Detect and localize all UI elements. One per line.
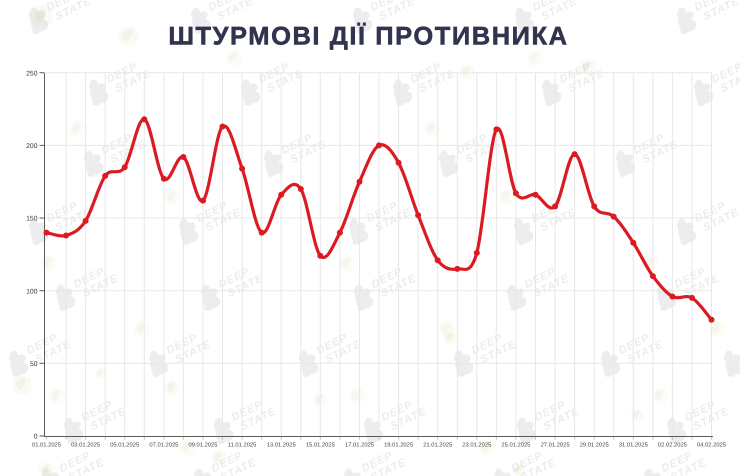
svg-text:01.01.2025: 01.01.2025 — [32, 442, 61, 449]
svg-text:200: 200 — [26, 143, 38, 150]
svg-text:23.01.2025: 23.01.2025 — [462, 442, 491, 449]
svg-text:21.01.2025: 21.01.2025 — [423, 442, 452, 449]
svg-text:04.02.2025: 04.02.2025 — [697, 442, 726, 449]
svg-text:09.01.2025: 09.01.2025 — [188, 442, 217, 449]
svg-text:25.01.2025: 25.01.2025 — [501, 442, 530, 449]
svg-text:05.01.2025: 05.01.2025 — [110, 442, 139, 449]
svg-text:250: 250 — [26, 70, 38, 77]
svg-text:27.01.2025: 27.01.2025 — [541, 442, 570, 449]
svg-text:07.01.2025: 07.01.2025 — [149, 442, 178, 449]
svg-text:31.01.2025: 31.01.2025 — [619, 442, 648, 449]
svg-text:ШТУРМОВІ ДІЇ ПРОТИВНИКА: ШТУРМОВІ ДІЇ ПРОТИВНИКА — [168, 23, 568, 51]
svg-text:13.01.2025: 13.01.2025 — [267, 442, 296, 449]
svg-text:03.01.2025: 03.01.2025 — [71, 442, 100, 449]
svg-text:0: 0 — [34, 434, 38, 441]
svg-text:29.01.2025: 29.01.2025 — [580, 442, 609, 449]
svg-text:17.01.2025: 17.01.2025 — [345, 442, 374, 449]
svg-text:150: 150 — [26, 216, 38, 223]
svg-text:02.02.2025: 02.02.2025 — [658, 442, 687, 449]
svg-text:50: 50 — [30, 361, 38, 368]
svg-text:100: 100 — [26, 288, 38, 295]
svg-text:19.01.2025: 19.01.2025 — [384, 442, 413, 449]
svg-text:15.01.2025: 15.01.2025 — [306, 442, 335, 449]
svg-text:11.01.2025: 11.01.2025 — [228, 442, 257, 449]
